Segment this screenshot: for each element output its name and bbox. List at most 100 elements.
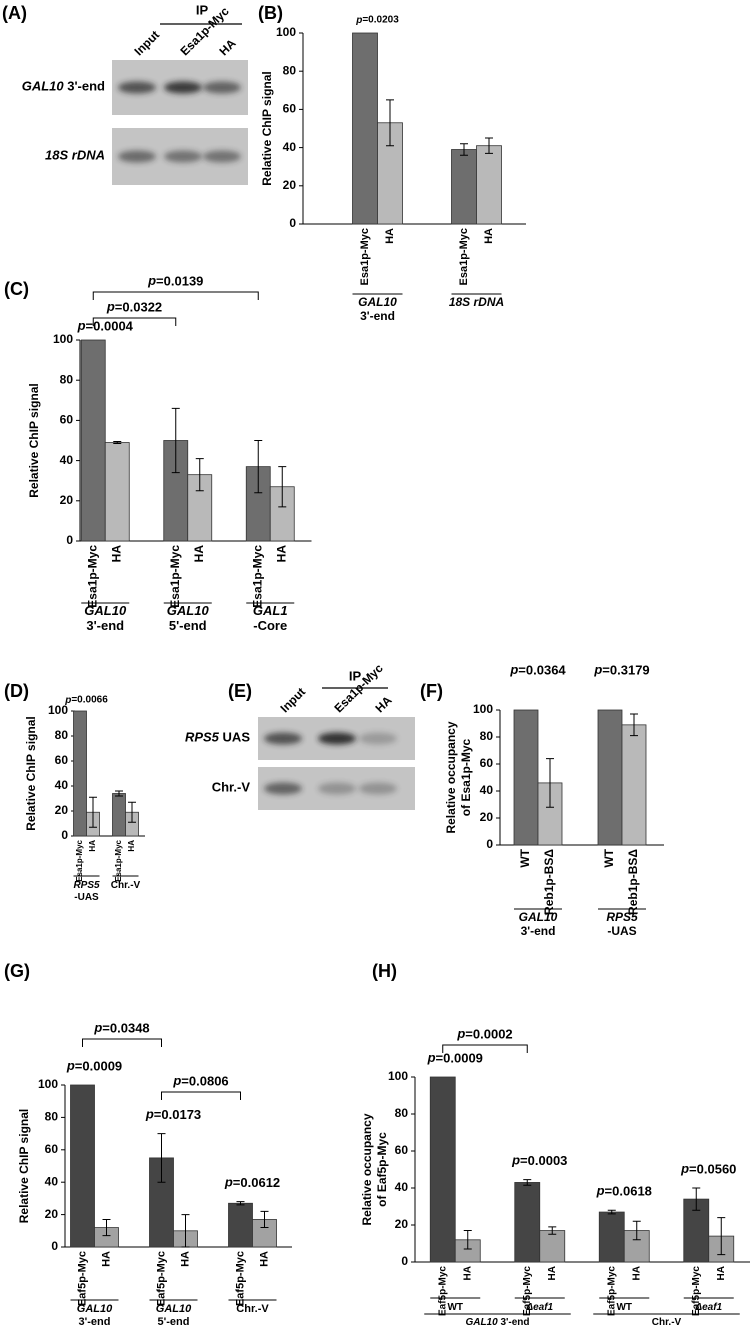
y-tick-label: 80 bbox=[60, 372, 74, 386]
gel-band bbox=[203, 81, 241, 94]
category-label: GAL10 3'-end bbox=[358, 295, 397, 323]
category-label: GAL10 3'-end bbox=[519, 910, 558, 938]
y-tick-label: 100 bbox=[38, 1077, 58, 1091]
x-tick-label: HA bbox=[179, 1251, 191, 1267]
row-label: 18S rDNA bbox=[45, 148, 105, 163]
bracket-label: p=0.0002 bbox=[456, 1026, 512, 1041]
bar bbox=[621, 724, 647, 846]
y-tick-label: 20 bbox=[395, 1217, 409, 1231]
x-tick-label: HA bbox=[258, 1251, 270, 1267]
error-bar bbox=[386, 99, 394, 147]
x-tick-label: Esa1p-Myc bbox=[250, 545, 264, 608]
panel-label: (C) bbox=[4, 279, 29, 299]
x-tick-label: HA bbox=[100, 1251, 112, 1267]
x-tick-label: HA bbox=[274, 545, 288, 563]
bar bbox=[513, 709, 539, 846]
y-axis-label: Relative ChIP signal bbox=[260, 71, 274, 186]
p-value-label: p=0.0066 bbox=[64, 695, 108, 706]
y-axis-label: of Eaf5p-Myc bbox=[375, 1132, 389, 1207]
y-tick-label: 40 bbox=[45, 1174, 59, 1188]
lane-label: HA bbox=[372, 693, 394, 715]
p-value-label: p=0.0618 bbox=[596, 1184, 652, 1199]
error-bar bbox=[236, 1201, 245, 1206]
bar bbox=[73, 710, 87, 837]
x-tick-label: HA bbox=[192, 545, 206, 563]
error-bar bbox=[717, 1217, 726, 1256]
category-label: RPS5 -UAS bbox=[73, 880, 100, 903]
y-tick-label: 60 bbox=[45, 1142, 59, 1156]
significance-bracket bbox=[442, 1044, 528, 1053]
gel-band bbox=[164, 81, 202, 94]
panel-label: (G) bbox=[4, 961, 30, 981]
p-value-label: p=0.0004 bbox=[77, 318, 134, 333]
y-tick-label: 80 bbox=[45, 1110, 59, 1124]
y-tick-label: 100 bbox=[473, 702, 493, 716]
error-bar bbox=[463, 1230, 472, 1250]
bracket-label: p=0.0139 bbox=[147, 273, 203, 288]
y-tick-label: 60 bbox=[55, 753, 69, 767]
y-tick-label: 100 bbox=[388, 1069, 408, 1083]
bar bbox=[514, 1182, 541, 1263]
y-tick-label: 40 bbox=[55, 778, 69, 792]
error-bar bbox=[460, 143, 468, 156]
p-value-label: p=0.0203 bbox=[355, 15, 399, 26]
bar bbox=[352, 32, 378, 225]
y-tick-label: 80 bbox=[395, 1106, 409, 1120]
bar bbox=[70, 1084, 95, 1248]
ip-label: IP bbox=[196, 2, 209, 17]
error-bar bbox=[692, 1187, 701, 1211]
significance-bracket bbox=[92, 317, 177, 326]
category-label: GAL1 -Core bbox=[253, 603, 288, 633]
bar bbox=[451, 149, 477, 225]
y-tick-label: 80 bbox=[55, 728, 69, 742]
error-bar bbox=[607, 1209, 616, 1215]
error-bar bbox=[181, 1214, 190, 1248]
x-tick-label: Reb1p-BSΔ bbox=[626, 849, 640, 915]
y-tick-label: 40 bbox=[480, 783, 494, 797]
y-tick-label: 40 bbox=[283, 140, 297, 154]
x-tick-label: HA bbox=[462, 1266, 473, 1280]
bar bbox=[429, 1076, 456, 1263]
bar bbox=[597, 709, 623, 846]
x-tick-label: WT bbox=[518, 848, 532, 867]
category-label: WT bbox=[447, 1302, 463, 1313]
y-tick-label: 80 bbox=[480, 729, 494, 743]
x-tick-label: Eaf5p-Myc bbox=[234, 1251, 246, 1306]
x-tick-label: HA bbox=[384, 228, 396, 244]
y-axis-label: Relative ChIP signal bbox=[24, 716, 38, 831]
y-tick-label: 0 bbox=[61, 828, 68, 842]
y-tick-label: 20 bbox=[45, 1207, 59, 1221]
y-tick-label: 100 bbox=[48, 703, 68, 717]
x-tick-label: HA bbox=[127, 840, 136, 852]
lane-label: HA bbox=[216, 36, 238, 58]
bar bbox=[476, 145, 502, 225]
error-bar bbox=[254, 440, 263, 494]
panel-label: (E) bbox=[228, 681, 252, 701]
p-value-label: p=0.0560 bbox=[680, 1161, 736, 1176]
error-bar bbox=[523, 1179, 532, 1186]
supergroup-label: Chr.-V bbox=[652, 1317, 682, 1328]
error-bar bbox=[102, 1218, 111, 1237]
y-tick-label: 0 bbox=[401, 1254, 408, 1268]
error-bar bbox=[630, 713, 638, 737]
significance-bracket bbox=[92, 291, 259, 300]
panel-label: (A) bbox=[2, 3, 27, 23]
p-value-label: p=0.0173 bbox=[145, 1107, 201, 1122]
bar bbox=[598, 1211, 625, 1263]
gel-band bbox=[318, 732, 356, 745]
y-tick-label: 0 bbox=[51, 1239, 58, 1253]
row-label: Chr.-V bbox=[212, 780, 251, 795]
gel-band bbox=[359, 732, 397, 745]
bar bbox=[80, 339, 106, 542]
x-tick-label: Reb1p-BSΔ bbox=[542, 849, 556, 915]
category-label: 18S rDNA bbox=[449, 295, 504, 309]
row-label: GAL10 3'-end bbox=[22, 79, 105, 94]
x-tick-label: Eaf5p-Myc bbox=[691, 1266, 702, 1316]
x-tick-label: Eaf5p-Myc bbox=[76, 1251, 88, 1306]
category-label: GAL10 3'-end bbox=[84, 603, 127, 633]
error-bar bbox=[115, 790, 123, 797]
x-tick-label: Eaf5p-Myc bbox=[522, 1266, 533, 1316]
x-tick-label: HA bbox=[109, 545, 123, 563]
lane-label: Input bbox=[131, 28, 162, 59]
